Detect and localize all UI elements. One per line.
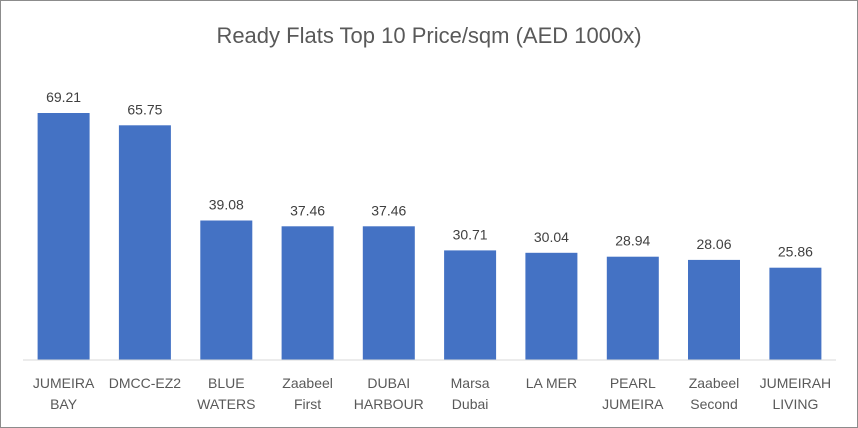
category-label: WATERS [197,396,255,412]
category-label: Marsa [451,375,490,391]
bar [688,259,740,360]
category-label: BLUE [208,375,245,391]
data-label: 25.86 [778,244,813,260]
category-label: Dubai [452,396,489,412]
data-label: 69.21 [46,89,81,105]
data-label: 37.46 [290,202,325,218]
category-label: Zaabeel [689,375,740,391]
category-label: JUMEIRAH [760,375,832,391]
bar [769,267,822,360]
category-label: JUMEIRA [33,375,95,391]
category-label: DMCC-EZ2 [109,375,182,391]
data-label: 37.46 [371,202,406,218]
category-label: PEARL [610,375,656,391]
data-label: 39.08 [209,197,244,213]
chart-title: Ready Flats Top 10 Price/sqm (AED 1000x) [216,23,641,48]
bar [281,226,334,360]
category-label: JUMEIRA [602,396,664,412]
bar [362,226,415,360]
category-label: First [294,396,321,412]
category-label: DUBAI [367,375,410,391]
bar [200,220,253,360]
data-label: 65.75 [127,101,162,117]
category-label: LA MER [526,375,577,391]
data-label: 30.04 [534,229,569,245]
category-label: Second [690,396,737,412]
bar [444,250,497,360]
category-label: HARBOUR [354,396,424,412]
data-label: 30.71 [453,226,488,242]
category-label: Zaabeel [282,375,333,391]
category-label: BAY [50,396,78,412]
category-label: LIVING [772,396,818,412]
bar [606,256,659,360]
data-label: 28.94 [615,233,650,249]
bar [118,125,171,360]
data-label: 28.06 [696,236,731,252]
plot-area: 69.21 JUMEIRA BAY 65.75 DMCC-EZ2 39.08 BLUE WAT… [23,89,836,412]
bar [37,113,90,360]
bar [525,252,578,360]
